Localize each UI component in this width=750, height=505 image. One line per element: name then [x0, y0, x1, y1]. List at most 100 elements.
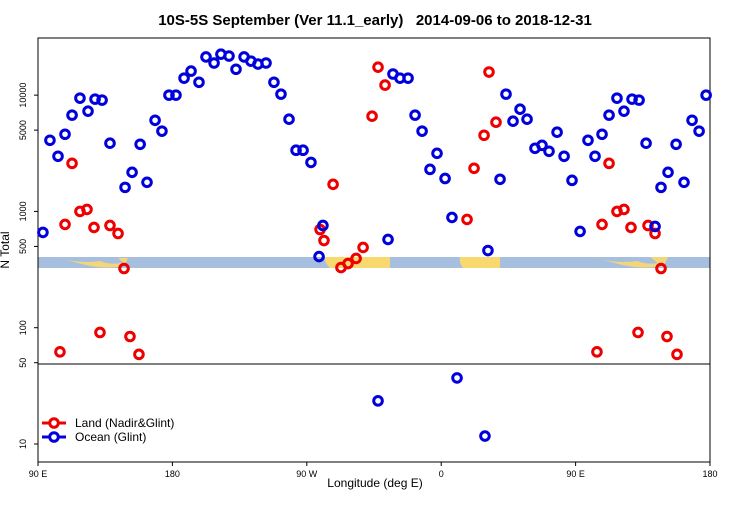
point — [170, 89, 182, 101]
point — [521, 113, 533, 125]
point — [156, 125, 168, 137]
point — [596, 128, 608, 141]
point — [59, 218, 71, 231]
x-tick-label: 0 — [439, 469, 444, 479]
point — [297, 144, 309, 157]
legend-marker — [48, 417, 60, 429]
point — [678, 176, 690, 189]
point — [633, 94, 645, 106]
point — [119, 181, 131, 194]
point — [163, 89, 175, 101]
point — [104, 219, 116, 232]
point — [603, 109, 615, 121]
point — [372, 61, 384, 73]
x-tick-label: 90 W — [296, 469, 318, 479]
point — [118, 262, 130, 275]
point — [112, 227, 124, 240]
point — [372, 395, 384, 407]
y-tick-label: 10 — [18, 439, 28, 449]
point — [468, 162, 480, 175]
point — [649, 227, 661, 240]
point — [574, 225, 586, 238]
point — [566, 174, 578, 187]
point — [342, 257, 354, 270]
point — [478, 129, 490, 142]
point — [54, 346, 66, 358]
point — [283, 113, 295, 125]
point — [507, 115, 519, 127]
point — [494, 173, 506, 186]
x-tick-label: 180 — [165, 469, 180, 479]
point — [357, 241, 369, 254]
point — [514, 103, 526, 115]
point — [290, 144, 302, 157]
point — [451, 372, 463, 384]
point — [670, 138, 682, 151]
point — [625, 221, 637, 234]
point — [313, 250, 325, 263]
point — [640, 137, 652, 150]
point — [44, 134, 56, 147]
point — [275, 88, 287, 100]
point — [318, 234, 330, 247]
point — [661, 330, 673, 343]
point — [379, 79, 391, 91]
point — [591, 346, 603, 358]
x-tick-label: 90 E — [29, 469, 48, 479]
plot-frame — [37, 37, 711, 463]
point — [582, 134, 594, 147]
point — [350, 252, 362, 265]
x-tick-label: 90 E — [566, 469, 585, 479]
point — [611, 92, 623, 104]
point — [479, 430, 491, 442]
legend-marker — [48, 431, 60, 443]
point — [700, 89, 712, 101]
point — [126, 166, 138, 179]
point — [482, 244, 494, 257]
y-tick-label: 50 — [18, 358, 28, 368]
y-tick-label: 100 — [18, 320, 28, 335]
point — [402, 72, 414, 84]
point — [366, 110, 378, 122]
point — [589, 150, 601, 163]
point — [431, 147, 443, 160]
point — [382, 233, 394, 246]
point — [185, 65, 197, 77]
land-shape — [597, 258, 659, 268]
point — [268, 76, 280, 89]
point — [149, 114, 161, 127]
point — [327, 178, 339, 191]
point — [416, 125, 428, 137]
point — [200, 51, 212, 63]
point — [193, 76, 205, 89]
point — [483, 66, 495, 78]
map-band — [38, 257, 710, 268]
point — [439, 172, 451, 185]
point — [655, 262, 667, 275]
legend-label: Land (Nadir&Glint) — [75, 416, 174, 430]
point — [59, 128, 71, 141]
point — [81, 203, 93, 216]
point — [74, 92, 86, 104]
point — [409, 109, 421, 121]
y-tick-label: 500 — [18, 239, 28, 254]
point — [662, 166, 674, 179]
y-tick-label: 10000 — [18, 83, 28, 108]
point — [37, 226, 49, 239]
point — [693, 125, 705, 137]
point — [230, 63, 242, 76]
point — [632, 326, 644, 339]
point — [618, 105, 630, 117]
point — [655, 181, 667, 194]
point — [133, 348, 145, 361]
y-axis-label: N Total — [0, 231, 12, 268]
point — [446, 211, 458, 224]
legend: Land (Nadir&Glint)Ocean (Glint) — [42, 416, 174, 444]
point — [500, 88, 512, 100]
point — [305, 156, 317, 169]
point — [558, 150, 570, 163]
land-shape — [118, 258, 128, 264]
point — [551, 126, 563, 139]
point — [66, 157, 78, 170]
